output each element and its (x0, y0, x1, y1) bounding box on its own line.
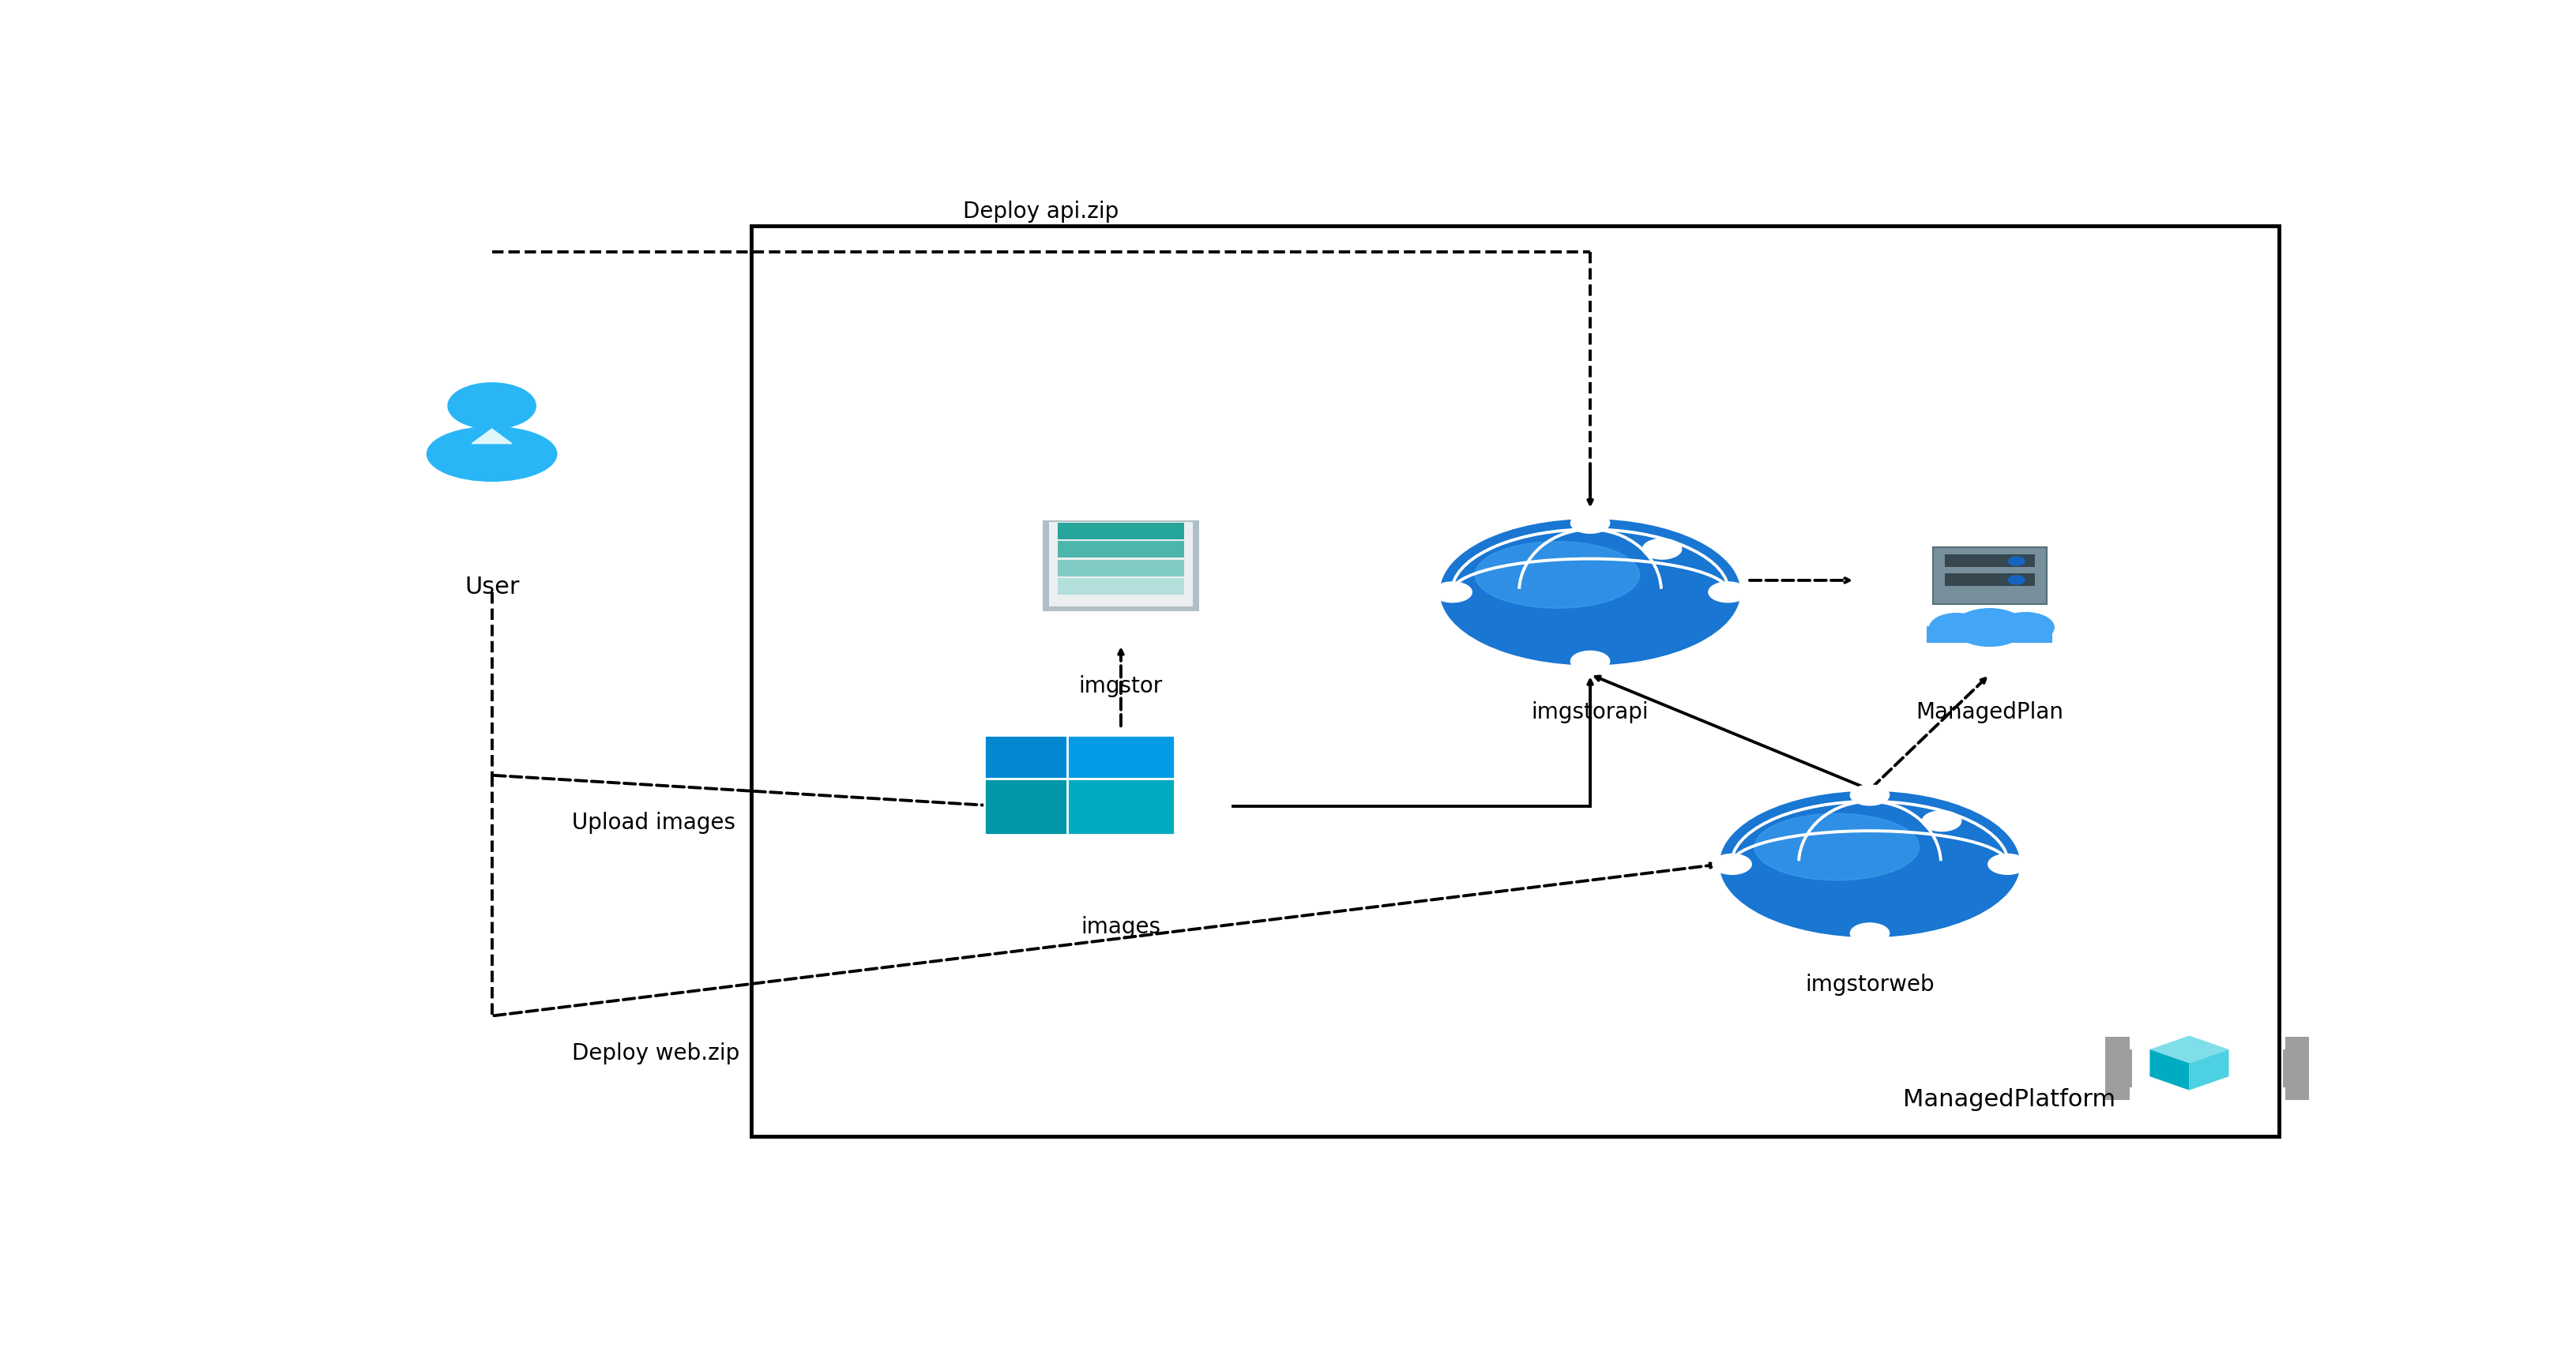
FancyBboxPatch shape (1048, 522, 1193, 606)
Circle shape (1989, 853, 2027, 874)
Text: images: images (1082, 916, 1159, 938)
Circle shape (2007, 576, 2025, 584)
Polygon shape (2105, 1037, 2130, 1099)
FancyBboxPatch shape (984, 735, 1090, 791)
Ellipse shape (428, 427, 556, 481)
FancyBboxPatch shape (1059, 578, 1182, 595)
Circle shape (1571, 651, 1610, 671)
Ellipse shape (1473, 541, 1638, 609)
Circle shape (1922, 811, 1960, 832)
Circle shape (1850, 786, 1888, 806)
FancyBboxPatch shape (1945, 554, 2035, 567)
Polygon shape (2148, 1049, 2190, 1090)
Text: ManagedPlan: ManagedPlan (1914, 701, 2063, 723)
Circle shape (1996, 613, 2053, 643)
Circle shape (1708, 582, 1747, 602)
Circle shape (1929, 613, 1984, 641)
Circle shape (448, 383, 536, 429)
FancyBboxPatch shape (752, 226, 2277, 1136)
FancyBboxPatch shape (1043, 520, 1198, 612)
FancyBboxPatch shape (1059, 541, 1182, 557)
Polygon shape (2282, 1037, 2308, 1099)
FancyBboxPatch shape (1932, 548, 2045, 603)
Circle shape (1571, 512, 1610, 533)
Polygon shape (2190, 1049, 2228, 1090)
Ellipse shape (1721, 791, 2020, 936)
FancyBboxPatch shape (1945, 573, 2035, 586)
FancyBboxPatch shape (1066, 779, 1175, 834)
Circle shape (1641, 538, 1682, 559)
Text: User: User (464, 575, 520, 598)
Circle shape (2007, 557, 2025, 565)
Text: imgstorapi: imgstorapi (1530, 701, 1649, 723)
Circle shape (1850, 923, 1888, 943)
Text: Deploy web.zip: Deploy web.zip (572, 1042, 739, 1064)
Text: Upload images: Upload images (572, 811, 734, 834)
Circle shape (1432, 582, 1471, 602)
Text: imgstor: imgstor (1079, 675, 1162, 697)
FancyBboxPatch shape (1059, 523, 1182, 540)
FancyBboxPatch shape (1927, 626, 2053, 643)
Circle shape (1713, 853, 1752, 874)
Polygon shape (471, 429, 513, 443)
FancyBboxPatch shape (1066, 735, 1175, 791)
Polygon shape (2148, 1036, 2228, 1063)
Ellipse shape (1754, 814, 1919, 881)
Text: imgstorweb: imgstorweb (1806, 973, 1935, 996)
Text: Deploy api.zip: Deploy api.zip (963, 201, 1118, 223)
FancyBboxPatch shape (984, 779, 1090, 834)
FancyBboxPatch shape (1059, 560, 1182, 576)
Ellipse shape (1440, 519, 1739, 665)
Text: ManagedPlatform: ManagedPlatform (1904, 1089, 2115, 1112)
Circle shape (1953, 609, 2025, 647)
